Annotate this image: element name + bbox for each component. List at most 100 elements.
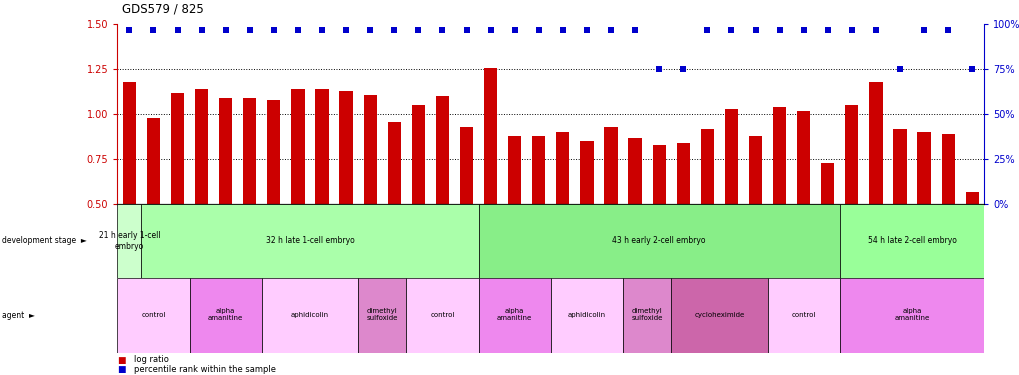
Bar: [671, 278, 767, 352]
Bar: [412, 105, 425, 204]
Point: [627, 27, 643, 33]
Point: [722, 27, 739, 33]
Point: [169, 27, 185, 33]
Bar: [363, 94, 376, 204]
Point: [819, 27, 836, 33]
Bar: [580, 141, 593, 204]
Text: GDS579 / 825: GDS579 / 825: [122, 2, 204, 15]
Point: [940, 27, 956, 33]
Bar: [122, 82, 136, 204]
Text: aphidicolin: aphidicolin: [290, 312, 329, 318]
Text: 43 h early 2-cell embryo: 43 h early 2-cell embryo: [611, 237, 705, 246]
Bar: [315, 89, 328, 204]
Point: [194, 27, 210, 33]
Text: log ratio: log ratio: [133, 356, 168, 364]
Bar: [767, 278, 839, 352]
Text: ■: ■: [117, 365, 125, 374]
Bar: [291, 89, 305, 204]
Bar: [483, 68, 496, 204]
Bar: [652, 145, 665, 204]
Bar: [965, 192, 978, 204]
Text: dimethyl
sulfoxide: dimethyl sulfoxide: [631, 309, 662, 321]
Point: [145, 27, 161, 33]
Point: [410, 27, 426, 33]
Bar: [478, 204, 839, 278]
Bar: [406, 278, 478, 352]
Text: 54 h late 2-cell embryo: 54 h late 2-cell embryo: [867, 237, 956, 246]
Bar: [117, 278, 190, 352]
Bar: [623, 278, 671, 352]
Bar: [820, 163, 834, 204]
Bar: [219, 98, 232, 204]
Bar: [676, 143, 689, 204]
Text: 32 h late 1-cell embryo: 32 h late 1-cell embryo: [265, 237, 354, 246]
Bar: [195, 89, 208, 204]
Bar: [435, 96, 448, 204]
Bar: [550, 278, 623, 352]
Bar: [893, 129, 906, 204]
Bar: [117, 204, 142, 278]
Text: alpha
amanitine: alpha amanitine: [496, 309, 532, 321]
Text: ■: ■: [117, 356, 125, 364]
Bar: [700, 129, 713, 204]
Point: [289, 27, 306, 33]
Point: [121, 27, 138, 33]
Bar: [839, 278, 983, 352]
Bar: [460, 127, 473, 204]
Point: [675, 66, 691, 72]
Bar: [796, 111, 809, 204]
Point: [386, 27, 403, 33]
Bar: [358, 278, 406, 352]
Bar: [725, 109, 738, 204]
Point: [506, 27, 523, 33]
Point: [242, 27, 258, 33]
Bar: [839, 204, 983, 278]
Bar: [142, 204, 478, 278]
Bar: [845, 105, 858, 204]
Point: [482, 27, 498, 33]
Point: [867, 27, 883, 33]
Point: [602, 27, 619, 33]
Text: cycloheximide: cycloheximide: [694, 312, 744, 318]
Bar: [171, 93, 184, 204]
Bar: [243, 98, 256, 204]
Point: [314, 27, 330, 33]
Bar: [190, 278, 262, 352]
Point: [337, 27, 354, 33]
Text: control: control: [430, 312, 454, 318]
Point: [698, 27, 714, 33]
Bar: [267, 100, 280, 204]
Bar: [555, 132, 569, 204]
Bar: [604, 127, 618, 204]
Bar: [941, 134, 954, 204]
Text: alpha
amanitine: alpha amanitine: [208, 309, 244, 321]
Point: [915, 27, 931, 33]
Bar: [478, 278, 550, 352]
Point: [217, 27, 233, 33]
Point: [747, 27, 763, 33]
Bar: [147, 118, 160, 204]
Text: agent  ►: agent ►: [2, 310, 35, 320]
Text: 21 h early 1-cell
embryо: 21 h early 1-cell embryо: [99, 231, 160, 251]
Bar: [628, 138, 641, 204]
Point: [963, 66, 979, 72]
Point: [795, 27, 811, 33]
Point: [843, 27, 859, 33]
Text: aphidicolin: aphidicolin: [568, 312, 605, 318]
Bar: [387, 122, 400, 204]
Bar: [507, 136, 521, 204]
Point: [578, 27, 594, 33]
Point: [650, 66, 666, 72]
Point: [265, 27, 281, 33]
Point: [434, 27, 450, 33]
Point: [530, 27, 546, 33]
Point: [458, 27, 474, 33]
Bar: [772, 107, 786, 204]
Text: control: control: [791, 312, 815, 318]
Text: control: control: [141, 312, 165, 318]
Text: development stage  ►: development stage ►: [2, 236, 87, 245]
Point: [770, 27, 787, 33]
Text: alpha
amanitine: alpha amanitine: [894, 309, 928, 321]
Text: percentile rank within the sample: percentile rank within the sample: [133, 365, 275, 374]
Bar: [868, 82, 881, 204]
